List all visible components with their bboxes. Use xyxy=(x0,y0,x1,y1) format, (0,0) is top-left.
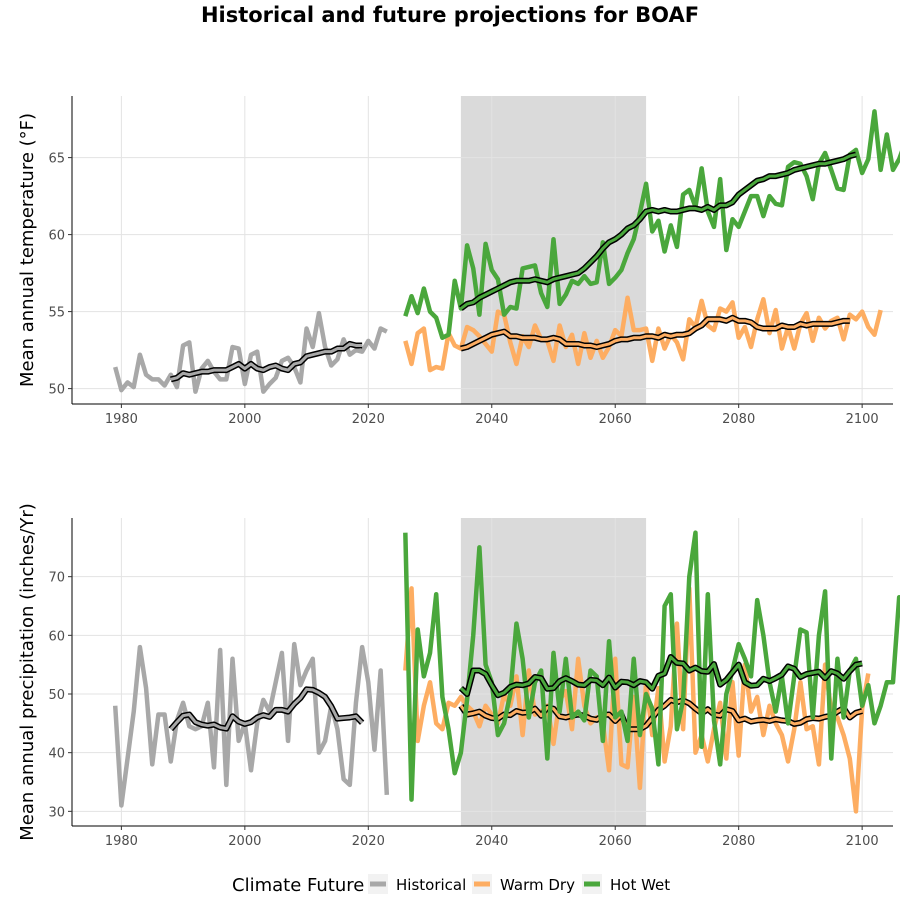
x-tick-label: 2100 xyxy=(846,412,879,427)
legend-item-hot-wet: Hot Wet xyxy=(582,874,670,894)
series-hot-wet-smooth xyxy=(459,655,863,697)
x-tick-label: 2080 xyxy=(722,412,755,427)
legend-label: Hot Wet xyxy=(610,876,670,894)
y-tick-label: 70 xyxy=(48,571,65,586)
chart-panels: 1980 2000 2020 2040 2060 2080 2100 50 55 60 65 Mean… xyxy=(17,96,900,849)
y-tick-label: 50 xyxy=(48,383,65,398)
y-axis-title: Mean annual temperature (°F) xyxy=(17,113,38,387)
y-tick-label: 55 xyxy=(48,306,65,321)
x-tick-label: 2020 xyxy=(352,412,385,427)
y-tick-label: 60 xyxy=(48,229,65,244)
x-tick-label: 2080 xyxy=(722,834,755,849)
legend: Climate Future Historical Warm Dry Hot Wet xyxy=(232,874,670,896)
x-tick-label: 2000 xyxy=(228,834,261,849)
x-tick-label: 1980 xyxy=(105,834,138,849)
chart-title: Historical and future projections for BO… xyxy=(201,3,699,27)
panel-1: 1980 2000 2020 2040 2060 2080 2100 50 55 60 65 Mean… xyxy=(17,96,900,427)
x-tick-label: 2020 xyxy=(352,834,385,849)
series-group xyxy=(112,530,900,814)
legend-title: Climate Future xyxy=(232,875,364,896)
series-warm-dry-smooth xyxy=(460,316,850,351)
x-tick-label: 2000 xyxy=(228,412,261,427)
series-hot-wet-smooth xyxy=(459,153,857,310)
y-tick-label: 60 xyxy=(48,629,65,644)
y-tick-label: 40 xyxy=(48,747,65,762)
legend-item-warm-dry: Warm Dry xyxy=(472,874,575,894)
series-historical-smooth xyxy=(170,342,363,381)
x-tick-label: 2060 xyxy=(599,412,632,427)
legend-label: Historical xyxy=(396,876,466,894)
series-group xyxy=(113,109,900,394)
series-historical xyxy=(113,310,388,394)
y-tick-label: 50 xyxy=(48,688,65,703)
x-tick-label: 2060 xyxy=(599,834,632,849)
y-tick-label: 30 xyxy=(48,805,65,820)
panel-2: 1980 2000 2020 2040 2060 2080 2100 30 40 50 60 70 Me… xyxy=(17,503,900,849)
x-tick-label: 2100 xyxy=(846,834,879,849)
series-historical-smooth xyxy=(169,687,364,731)
x-tick-label: 2040 xyxy=(475,834,508,849)
y-axis-title: Mean annual precipitation (inches/Yr) xyxy=(17,503,38,841)
x-tick-label: 1980 xyxy=(105,412,138,427)
series-historical xyxy=(112,641,390,808)
legend-item-historical: Historical xyxy=(368,874,466,894)
x-tick-label: 2040 xyxy=(475,412,508,427)
series-hot-wet xyxy=(403,109,900,341)
legend-items: Historical Warm Dry Hot Wet xyxy=(368,874,670,894)
gridlines xyxy=(72,96,893,404)
y-tick-label: 65 xyxy=(48,152,65,167)
legend-label: Warm Dry xyxy=(500,876,575,894)
